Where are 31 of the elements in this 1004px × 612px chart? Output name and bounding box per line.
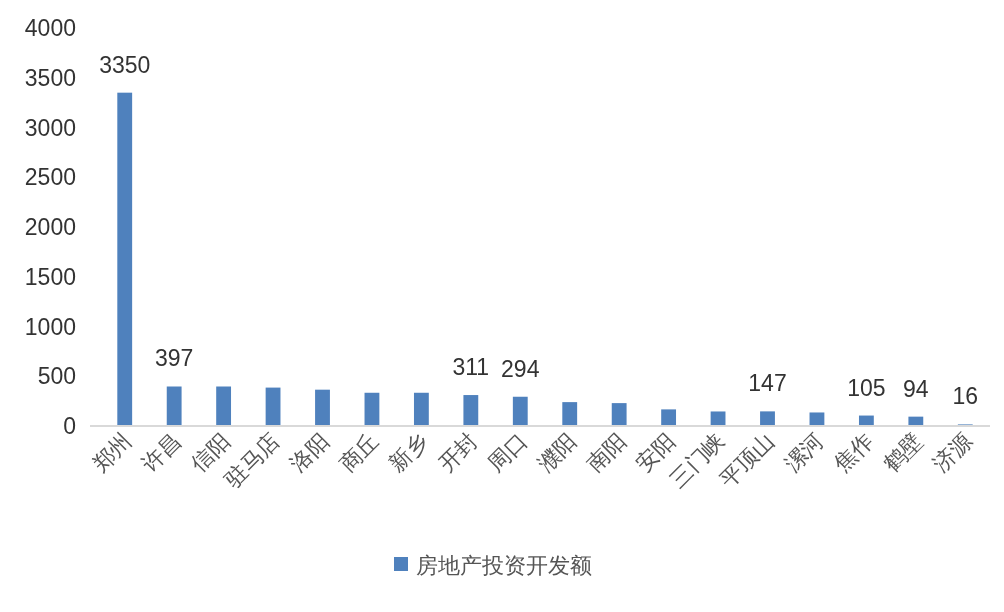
x-tick-label: 南阳 — [581, 427, 631, 477]
x-tick-label: 济源 — [928, 427, 977, 477]
x-tick-label: 郑州 — [87, 427, 137, 477]
x-tick-label: 焦作 — [829, 427, 878, 477]
x-tick-label: 商丘 — [334, 427, 384, 477]
y-tick-label: 2500 — [24, 164, 76, 191]
x-tick-label: 许昌 — [136, 427, 186, 477]
x-tick-label: 周口 — [483, 427, 532, 477]
y-tick-label: 1000 — [24, 313, 76, 340]
y-tick-label: 0 — [63, 413, 76, 439]
data-label: 16 — [952, 383, 979, 410]
data-label: 105 — [847, 374, 886, 401]
y-tick-label: 500 — [37, 363, 76, 390]
x-tick-label: 洛阳 — [285, 427, 335, 477]
x-tick-label: 开封 — [433, 427, 483, 477]
data-label: 147 — [748, 370, 787, 397]
y-tick-label: 3000 — [24, 114, 76, 141]
data-label: 311 — [452, 354, 490, 381]
legend-label: 房地产投资开发额 — [416, 553, 592, 578]
y-tick-label: 2000 — [24, 214, 76, 240]
x-tick-label: 新乡 — [384, 427, 433, 477]
y-tick-label: 1500 — [24, 263, 76, 290]
data-label: 94 — [903, 375, 929, 402]
y-tick-label: 4000 — [24, 15, 76, 41]
y-tick-label: 3500 — [24, 64, 76, 91]
data-label: 397 — [154, 345, 194, 372]
x-tick-label: 鹤壁 — [878, 427, 928, 477]
data-label: 294 — [501, 355, 540, 382]
x-tick-label: 濮阳 — [532, 427, 582, 477]
data-label: 3350 — [99, 51, 151, 78]
x-tick-label: 漯河 — [779, 427, 829, 477]
